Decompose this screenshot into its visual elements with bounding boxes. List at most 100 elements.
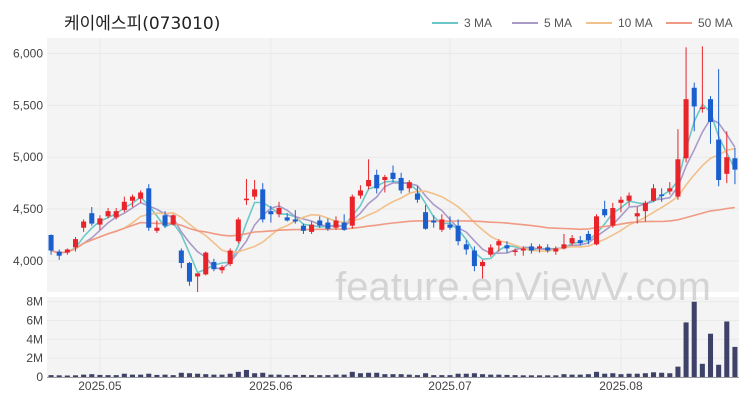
- legend-label: 10 MA: [618, 16, 653, 30]
- candle: [463, 240, 469, 255]
- volume-bar: [659, 372, 665, 377]
- price-tick-label: 4,500: [13, 202, 43, 216]
- volume-bar: [699, 363, 705, 377]
- price-tick-label: 6,000: [13, 47, 43, 61]
- candle: [594, 214, 600, 246]
- candle: [447, 216, 453, 230]
- candle-body: [390, 172, 396, 179]
- candle: [81, 219, 87, 232]
- volume-bar: [300, 374, 306, 377]
- volume-bar: [406, 374, 412, 377]
- candle: [333, 216, 339, 230]
- candle: [634, 206, 640, 224]
- candle: [520, 246, 526, 256]
- volume-bar: [333, 374, 339, 377]
- candle-body: [691, 87, 697, 107]
- candle: [455, 219, 461, 246]
- candle: [300, 223, 306, 234]
- candle-body: [374, 174, 380, 189]
- volume-bar: [398, 374, 404, 377]
- legend-swatch: [666, 22, 692, 24]
- candle: [471, 246, 477, 272]
- date-tick-label: 2025.07: [428, 379, 472, 393]
- candle: [138, 190, 144, 203]
- candle: [439, 214, 445, 232]
- volume-tick-label: 8M: [26, 295, 43, 309]
- candle: [121, 196, 127, 213]
- volume-bar: [357, 373, 363, 377]
- volume-bar: [219, 374, 225, 377]
- candle: [276, 201, 282, 218]
- volume-bar: [512, 375, 518, 377]
- volume-bar: [455, 373, 461, 377]
- candle-body: [300, 225, 306, 231]
- volume-tick-label: 2M: [26, 351, 43, 365]
- candle-body: [121, 201, 127, 211]
- candle-body: [178, 250, 184, 263]
- candle-body: [325, 222, 331, 229]
- candle: [667, 182, 673, 195]
- volume-bar: [488, 374, 494, 377]
- price-panel-background: [47, 38, 739, 292]
- candle: [186, 261, 192, 286]
- legend-item-5ma: 5 MA: [512, 16, 572, 30]
- legend-item-10ma: 10 MA: [586, 16, 653, 30]
- candle: [650, 184, 657, 202]
- candle-body: [284, 217, 290, 221]
- candle: [48, 234, 54, 255]
- volume-bar: [707, 333, 714, 377]
- volume-bar: [252, 373, 258, 377]
- volume-bar: [113, 375, 119, 377]
- volume-panel-background: [47, 297, 739, 377]
- candle-body: [333, 220, 339, 228]
- candle-body: [162, 215, 168, 226]
- candle: [561, 233, 567, 250]
- candle-body: [170, 215, 176, 225]
- volume-bar: [284, 375, 290, 377]
- volume-bar: [105, 375, 111, 377]
- volume-bar: [463, 373, 469, 377]
- volume-bar: [235, 371, 241, 377]
- candle-body: [520, 248, 526, 251]
- candle-body: [455, 225, 461, 242]
- candle: [504, 241, 510, 253]
- candle-body: [716, 139, 722, 181]
- candle-body: [366, 180, 372, 187]
- candle-body: [211, 261, 217, 270]
- candles: [48, 46, 738, 292]
- candle-body: [317, 220, 323, 226]
- candle: [235, 217, 241, 244]
- candle: [414, 186, 420, 203]
- candle: [284, 213, 290, 222]
- volume-bar: [243, 369, 249, 377]
- candle: [325, 218, 331, 231]
- candle-body: [707, 99, 714, 122]
- volume-tick-label: 4M: [26, 332, 43, 346]
- candle: [366, 159, 372, 190]
- candle-body: [528, 246, 534, 251]
- volume-bar: [227, 373, 233, 377]
- volume-bar: [504, 374, 510, 377]
- candle-body: [129, 196, 136, 201]
- candle: [292, 210, 298, 224]
- axes: 4,000 4,500 5,000 5,500 6,000 0 2M 4M 6M 8M 2025.0…: [13, 47, 739, 393]
- candle-body: [480, 261, 486, 267]
- date-tick-label: 2025.08: [599, 379, 643, 393]
- volume-bar: [138, 374, 144, 377]
- candle-body: [64, 249, 70, 253]
- candle-body: [561, 244, 567, 249]
- candle: [390, 165, 396, 183]
- candle: [585, 230, 591, 245]
- volume-bar: [431, 375, 437, 377]
- candle-body: [447, 224, 453, 228]
- legend-swatch: [432, 22, 458, 24]
- candle: [203, 251, 209, 276]
- volume-bar: [626, 373, 632, 377]
- volume-bar: [569, 374, 575, 377]
- candle: [569, 234, 575, 246]
- candle: [683, 47, 689, 163]
- candle-body: [268, 211, 274, 215]
- candle: [146, 184, 152, 231]
- volume-bar: [129, 374, 136, 377]
